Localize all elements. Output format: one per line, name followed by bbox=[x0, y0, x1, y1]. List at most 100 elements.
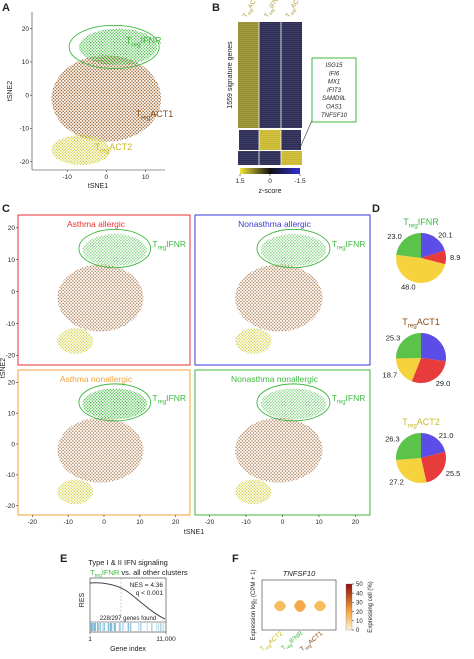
label-part: T bbox=[332, 239, 337, 249]
cluster-label: TregIFNR bbox=[332, 393, 366, 406]
x-tick-label: -20 bbox=[205, 519, 215, 526]
plot-title: TNFSF10 bbox=[283, 569, 316, 578]
cell-cloud bbox=[235, 328, 272, 354]
panel-label: D bbox=[372, 203, 380, 215]
cell-cloud bbox=[57, 479, 94, 505]
colorbar-tick-label: 0 bbox=[356, 628, 360, 634]
plot-title: Type I & II IFN signaling bbox=[88, 558, 168, 567]
cell-cloud bbox=[51, 55, 162, 142]
cell-cloud bbox=[260, 234, 327, 267]
y-tick-label: 10 bbox=[22, 59, 30, 66]
label-subscript: reg bbox=[268, 7, 276, 16]
x-tick-label: -10 bbox=[63, 174, 73, 181]
pie-value-label: 29.0 bbox=[436, 379, 451, 388]
gene-name: TNFSF10 bbox=[321, 113, 348, 119]
label-part: T bbox=[95, 142, 101, 152]
y-axis-label: tSNE2 bbox=[7, 81, 14, 101]
cluster-label: TregACT2 bbox=[402, 417, 440, 430]
pie-slice bbox=[396, 254, 446, 283]
label-part: IFNR bbox=[268, 0, 282, 10]
label-subscript: reg bbox=[337, 399, 346, 405]
cluster-label: TregACT1 bbox=[402, 317, 440, 330]
x-tick-label: -10 bbox=[63, 519, 73, 526]
colorbar-tick-label: 10 bbox=[356, 619, 363, 625]
colorbar-tick-label: -1.5 bbox=[294, 178, 306, 185]
cell-cloud bbox=[78, 28, 158, 66]
cluster-outline bbox=[78, 228, 152, 269]
facet-title: Nonasthma allergic bbox=[238, 219, 312, 229]
panel-label: F bbox=[232, 553, 239, 565]
y-tick-label: -10 bbox=[6, 321, 16, 328]
label-subscript: reg bbox=[409, 223, 419, 230]
y-tick-label: 20 bbox=[8, 225, 16, 232]
colorbar-tick-label: 50 bbox=[356, 582, 363, 588]
y-tick-label: -20 bbox=[20, 159, 30, 166]
label-part: ACT1 bbox=[150, 109, 173, 119]
label-part: T bbox=[136, 109, 142, 119]
genes-found: 228/297 genes found bbox=[100, 616, 156, 622]
label-part: IFNR bbox=[166, 239, 186, 249]
pie-slice bbox=[421, 333, 446, 362]
y-tick-label: 0 bbox=[11, 289, 15, 296]
plot-frame bbox=[194, 214, 371, 366]
y-tick-label: 10 bbox=[8, 410, 16, 417]
label-subscript: 2 bbox=[253, 598, 258, 601]
pie-value-label: 26.3 bbox=[385, 434, 400, 443]
pie-slice bbox=[396, 233, 421, 258]
cluster-label: TregIFNR bbox=[332, 239, 366, 252]
label-part: T bbox=[263, 12, 271, 19]
label-part: T bbox=[259, 645, 267, 653]
label-part: ACT1 bbox=[290, 0, 305, 10]
label-part: T bbox=[242, 12, 250, 19]
label-part: IFNR bbox=[346, 239, 366, 249]
x-axis-label: tSNE1 bbox=[184, 529, 204, 536]
y-tick-label: 10 bbox=[8, 257, 16, 264]
pie-value-label: 25.3 bbox=[386, 334, 401, 343]
colorbar-tick-label: 20 bbox=[356, 610, 363, 616]
label-part: T bbox=[332, 393, 337, 403]
x-tick-label: -20 bbox=[28, 519, 38, 526]
panel-label: B bbox=[212, 2, 220, 14]
gene-name: SAMD9L bbox=[322, 96, 346, 102]
label-subscript: reg bbox=[289, 7, 297, 16]
cluster-label: TregACT2 bbox=[259, 630, 285, 654]
cluster-label: TregACT2 bbox=[95, 142, 133, 155]
pie-slice bbox=[421, 451, 446, 483]
label-part: IFNR bbox=[102, 568, 120, 577]
pie-slice bbox=[396, 433, 421, 461]
label-subscript: reg bbox=[408, 423, 418, 430]
cell-cloud bbox=[235, 479, 272, 505]
y-tick-label: 0 bbox=[25, 92, 29, 99]
label-subscript: reg bbox=[158, 245, 167, 251]
pie-value-label: 20.1 bbox=[438, 231, 453, 240]
label-part: ACT2 bbox=[109, 142, 132, 152]
x-tick-label: 0 bbox=[105, 174, 109, 181]
label-part: IFNR bbox=[418, 217, 439, 227]
cluster-outline bbox=[68, 24, 160, 69]
cluster-label: TregIFNR bbox=[403, 217, 439, 230]
label-part: IFNR bbox=[288, 630, 304, 645]
x-tick-label: 20 bbox=[172, 519, 180, 526]
x-axis-label: tSNE1 bbox=[88, 183, 108, 190]
x-tick-label: 0 bbox=[102, 519, 106, 526]
label-part: vs. all other clusters bbox=[119, 568, 188, 577]
panel-label: C bbox=[2, 203, 10, 215]
panel-label: A bbox=[2, 2, 10, 14]
label-subscript: reg bbox=[100, 148, 110, 155]
label-part: T bbox=[299, 645, 307, 653]
label-subscript: reg bbox=[337, 245, 346, 251]
y-axis-label: RES bbox=[79, 592, 86, 607]
cell-cloud bbox=[260, 388, 327, 420]
label-part: ACT2 bbox=[417, 417, 440, 427]
facet-title: Asthma nonallergic bbox=[60, 374, 133, 384]
label-subscript: reg bbox=[285, 642, 294, 650]
cell-cloud bbox=[57, 264, 144, 332]
cluster-outline bbox=[256, 228, 331, 269]
label-subscript: reg bbox=[264, 643, 273, 651]
violin-plot bbox=[261, 579, 353, 631]
cluster-outline bbox=[256, 383, 331, 422]
label-subscript: reg bbox=[141, 114, 151, 121]
label-subscript: reg bbox=[304, 643, 313, 651]
gene-name: IFIT3 bbox=[327, 88, 342, 94]
